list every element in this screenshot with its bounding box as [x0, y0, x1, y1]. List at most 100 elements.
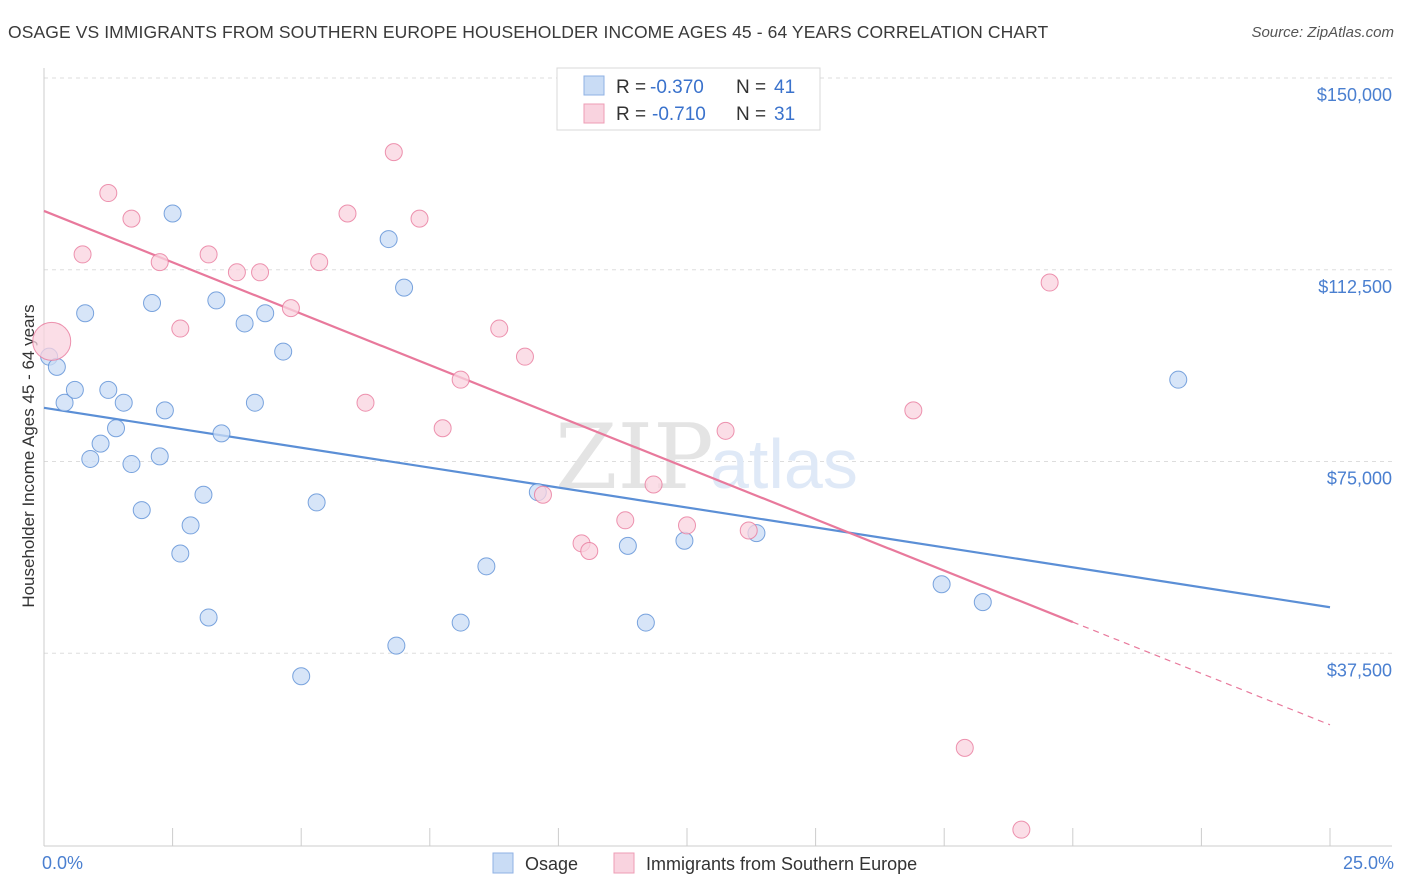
- immigrants-point: [227, 263, 246, 282]
- osage-point: [1169, 370, 1188, 389]
- osage-point: [155, 401, 174, 420]
- immigrants-point: [310, 253, 329, 272]
- osage-point: [132, 501, 151, 520]
- immigrants-point: [955, 738, 974, 757]
- immigrants-point: [716, 421, 735, 440]
- osage-point: [55, 393, 74, 412]
- osage-point: [379, 230, 398, 249]
- osage-point: [387, 636, 406, 655]
- y-tick-label: $112,500: [1318, 277, 1392, 297]
- legend-r-label-1: R =: [616, 77, 646, 98]
- data-points: [32, 143, 1188, 839]
- immigrants-point: [73, 245, 92, 264]
- x-tick-label-min: 0.0%: [42, 853, 83, 873]
- immigrants-point: [490, 319, 509, 338]
- legend-n-label-1: N =: [736, 77, 766, 98]
- osage-point: [307, 493, 326, 512]
- osage-point: [199, 608, 218, 627]
- immigrants-point: [251, 263, 270, 282]
- legend-r-value-1: -0.370: [650, 77, 704, 98]
- osage-point: [636, 613, 655, 632]
- immigrants-point: [32, 321, 72, 361]
- watermark-zip: ZIP: [555, 405, 714, 510]
- osage-point: [181, 516, 200, 535]
- source-credit: Source: ZipAtlas.com: [1251, 24, 1394, 41]
- osage-point: [150, 447, 169, 466]
- immigrants-point: [678, 516, 696, 535]
- immigrants-point: [1040, 273, 1059, 292]
- osage-point: [932, 575, 951, 594]
- trend-line-1: [43, 209, 1074, 624]
- immigrants-point: [904, 401, 923, 420]
- osage-point: [65, 380, 84, 399]
- immigrants-point: [533, 485, 552, 504]
- bottom-legend-swatch-osage: [492, 852, 514, 874]
- y-tick-label: $37,500: [1327, 660, 1392, 680]
- watermark-atlas: atlas: [710, 425, 858, 503]
- trend-lines: [43, 209, 1331, 726]
- legend-n-label-2: N =: [736, 104, 766, 125]
- axes: [43, 68, 1392, 847]
- legend-n-value-2: 31: [774, 104, 795, 125]
- correlation-legend: R = -0.370 N = 41 R = -0.710 N = 31: [556, 67, 821, 131]
- immigrants-point: [338, 204, 357, 223]
- immigrants-point: [384, 143, 403, 162]
- immigrants-point: [580, 541, 599, 560]
- x-tick-label-max: 25.0%: [1343, 853, 1394, 873]
- osage-point: [194, 485, 213, 504]
- osage-point: [81, 449, 100, 468]
- osage-point: [163, 204, 182, 223]
- legend-r-label-2: R =: [616, 104, 646, 125]
- immigrants-point: [99, 184, 118, 203]
- osage-point: [114, 393, 133, 412]
- legend-swatch-immigrants: [583, 103, 605, 124]
- osage-point: [618, 536, 637, 555]
- x-tick-labels: 0.0% 25.0%: [42, 853, 1394, 873]
- immigrants-point: [1012, 820, 1031, 839]
- chart-title: OSAGE VS IMMIGRANTS FROM SOUTHERN EUROPE…: [8, 22, 1049, 42]
- osage-point: [395, 278, 414, 297]
- watermark: ZIP atlas: [555, 405, 858, 510]
- osage-point: [245, 393, 264, 412]
- osage-point: [107, 419, 126, 438]
- bottom-legend-swatch-immigrants: [613, 852, 635, 874]
- osage-point: [99, 380, 118, 399]
- immigrants-point: [644, 475, 663, 494]
- osage-point: [973, 593, 992, 612]
- immigrants-point: [515, 347, 534, 366]
- osage-point: [292, 667, 311, 686]
- osage-point: [256, 304, 275, 323]
- osage-point: [143, 293, 162, 312]
- osage-point: [91, 434, 110, 453]
- legend-r-value-2: -0.710: [652, 104, 706, 125]
- x-tick-marks: [172, 828, 1331, 846]
- immigrants-point: [451, 370, 470, 389]
- osage-point: [207, 291, 226, 310]
- osage-point: [274, 342, 293, 361]
- immigrants-point: [739, 521, 758, 540]
- osage-point: [477, 557, 496, 576]
- osage-point: [235, 314, 254, 333]
- series-legend: Osage Immigrants from Southern Europe: [492, 852, 917, 874]
- trend-line-extension-1: [1072, 621, 1331, 726]
- osage-point: [47, 357, 66, 376]
- y-tick-label: $150,000: [1317, 85, 1392, 105]
- osage-point: [171, 544, 190, 563]
- osage-point: [675, 531, 694, 550]
- legend-swatch-osage: [583, 75, 605, 96]
- immigrants-point: [150, 253, 169, 272]
- osage-point: [122, 455, 141, 474]
- immigrants-point: [171, 319, 190, 338]
- bottom-legend-immigrants: Immigrants from Southern Europe: [646, 854, 917, 874]
- y-axis-label: Householder Income Ages 45 - 64 years: [19, 304, 38, 607]
- trend-line-0: [43, 406, 1331, 609]
- immigrants-point: [199, 245, 218, 264]
- y-tick-labels: $37,500 $75,000 $112,500 $150,000: [1317, 85, 1392, 680]
- legend-n-value-1: 41: [774, 77, 795, 98]
- y-tick-label: $75,000: [1327, 469, 1392, 489]
- immigrants-point: [281, 299, 300, 318]
- immigrants-point: [122, 209, 141, 228]
- immigrants-point: [616, 511, 635, 530]
- bottom-legend-osage: Osage: [525, 854, 578, 874]
